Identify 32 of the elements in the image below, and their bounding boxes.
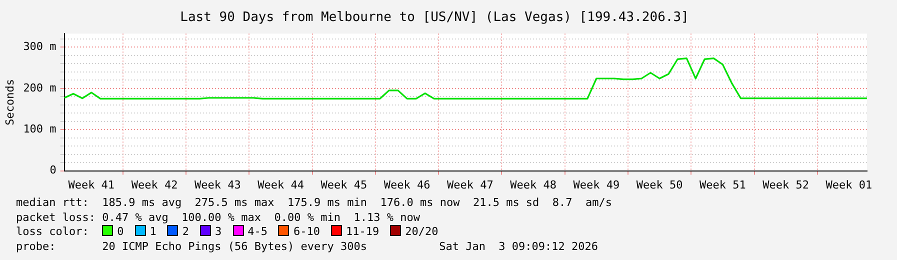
x-tick-label: Week 01 [826,178,872,192]
text: 1 [150,225,156,238]
text: Sat Jan 3 09:09:12 2026 [439,240,598,254]
x-tick-label: Week 41 [68,178,115,192]
text: 0 [117,225,124,238]
x-tick-label: Week 45 [320,178,368,192]
text: packet loss: 0.47 % avg 100.00 % max 0.00 % min 1.13 % now [16,210,420,224]
x-tick-label: Week 52 [762,178,810,192]
x-tick-label: Week 47 [446,178,494,192]
text: 6-10 [293,225,320,238]
y-tick-label: 0 [50,164,56,177]
x-tick-label: Week 46 [384,178,430,192]
x-tick-label: Week 48 [510,178,556,192]
chart-title: Last 90 Days from Melbourne to [US/NV] (Las Vegas) [199.43.206.3] [180,10,689,26]
text: 11-19 [346,225,380,238]
y-axis-title: Seconds [3,79,16,126]
y-tick-label: 300 m [23,40,57,54]
y-tick-label: 100 m [23,122,57,136]
text: probe: 20 ICMP Echo Pings (56 Bytes) every 300s [16,240,367,252]
text: 2 [182,225,189,238]
x-tick-label: Week 42 [131,178,178,192]
text: 4-5 [248,225,268,238]
text: loss color: [16,225,90,238]
x-tick-label: Week 44 [258,178,304,192]
text: median rtt: 185.9 ms avg 275.5 ms max 175.9 ms min 176.0 ms now 21.5 ms sd 8.7 am/s [16,196,612,209]
text: 20/20 [405,225,438,238]
x-tick-label: Week 43 [194,178,241,192]
text: 3 [214,225,222,238]
x-tick-label: Week 49 [573,178,620,192]
y-tick-label: 200 m [23,81,57,94]
x-tick-label: Week 51 [700,178,746,192]
x-tick-label: Week 50 [636,178,683,192]
